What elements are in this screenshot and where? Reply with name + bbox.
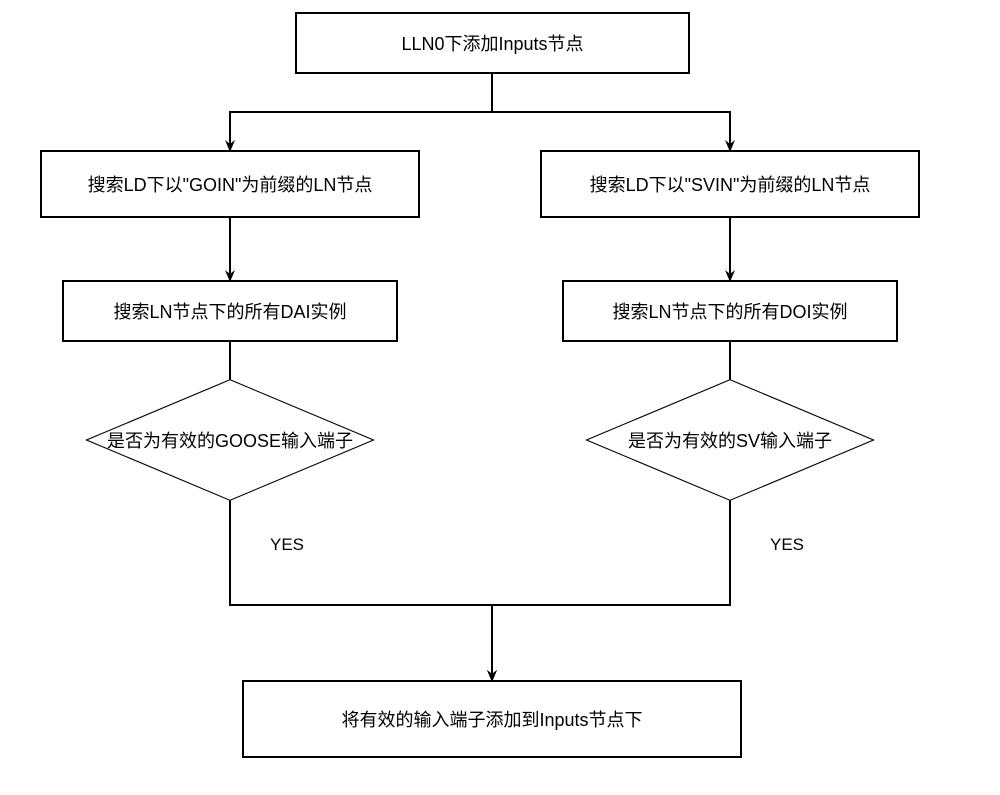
node-right3-label: 是否为有效的SV输入端子 xyxy=(628,427,832,453)
node-right2: 搜索LN节点下的所有DOI实例 xyxy=(562,280,898,342)
node-bottom: 将有效的输入端子添加到Inputs节点下 xyxy=(242,680,742,758)
node-left2-label: 搜索LN节点下的所有DAI实例 xyxy=(113,298,346,324)
node-top: LLN0下添加Inputs节点 xyxy=(295,12,690,74)
edge-label-right-yes: YES xyxy=(770,535,804,555)
node-left1-label: 搜索LD下以"GOIN"为前缀的LN节点 xyxy=(88,171,373,197)
node-right3: 是否为有效的SV输入端子 xyxy=(585,380,875,500)
edge-label-left-yes: YES xyxy=(270,535,304,555)
node-bottom-label: 将有效的输入端子添加到Inputs节点下 xyxy=(341,706,642,732)
flowchart-canvas: LLN0下添加Inputs节点 搜索LD下以"GOIN"为前缀的LN节点 搜索L… xyxy=(0,0,1000,795)
node-right1: 搜索LD下以"SVIN"为前缀的LN节点 xyxy=(540,150,920,218)
node-left3: 是否为有效的GOOSE输入端子 xyxy=(85,380,375,500)
node-left3-label: 是否为有效的GOOSE输入端子 xyxy=(107,427,353,453)
node-left2: 搜索LN节点下的所有DAI实例 xyxy=(62,280,398,342)
node-left1: 搜索LD下以"GOIN"为前缀的LN节点 xyxy=(40,150,420,218)
node-top-label: LLN0下添加Inputs节点 xyxy=(401,30,583,56)
node-right1-label: 搜索LD下以"SVIN"为前缀的LN节点 xyxy=(590,171,871,197)
node-right2-label: 搜索LN节点下的所有DOI实例 xyxy=(612,298,847,324)
